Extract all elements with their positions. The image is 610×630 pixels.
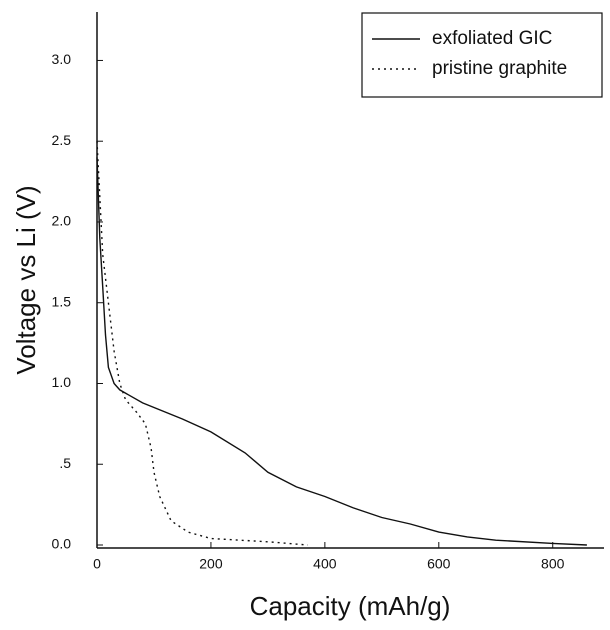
y-axis-title: Voltage vs Li (V) (11, 185, 41, 374)
x-tick-label: 200 (199, 556, 223, 572)
legend-box (361, 12, 603, 98)
line-series (96, 157, 587, 546)
y-tick-label: 2.0 (52, 213, 72, 229)
legend-label: pristine graphite (432, 58, 567, 79)
x-tick-label: 400 (313, 556, 337, 572)
x-axis-title: Capacity (mAh/g) (250, 591, 451, 621)
x-tick-label: 0 (93, 556, 101, 572)
y-tick-label: 0.0 (52, 536, 72, 552)
legend-label: exfoliated GIC (432, 28, 552, 49)
x-tick-label: 600 (427, 556, 451, 572)
line-series (96, 141, 308, 546)
y-tick-label: 3.0 (52, 51, 72, 67)
y-tick-label: 2.5 (52, 132, 72, 148)
y-tick-label: 1.5 (52, 293, 72, 309)
x-tick-label: 800 (541, 556, 565, 572)
y-tick-label: .5 (59, 455, 71, 471)
y-tick-label: 1.0 (52, 374, 72, 390)
